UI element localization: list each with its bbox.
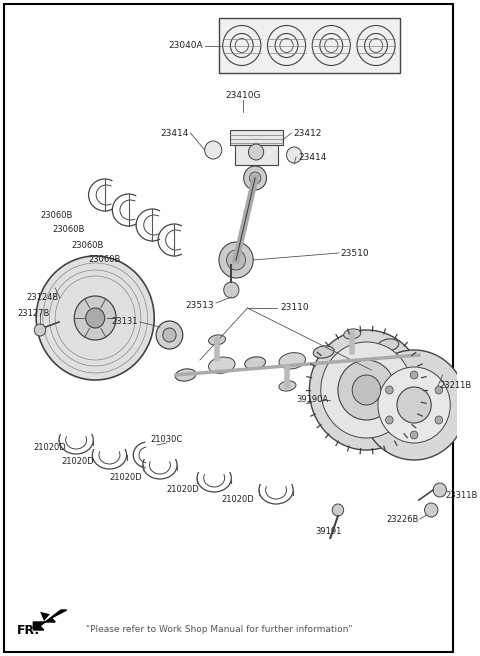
Circle shape [163, 328, 176, 342]
Text: 39191: 39191 [315, 527, 342, 537]
Circle shape [249, 144, 264, 160]
Circle shape [321, 342, 412, 438]
Polygon shape [33, 610, 67, 630]
Circle shape [74, 296, 116, 340]
Text: 23127B: 23127B [17, 308, 49, 318]
Text: 23410G: 23410G [225, 91, 261, 100]
Circle shape [332, 504, 344, 516]
Circle shape [410, 371, 418, 379]
Circle shape [219, 242, 253, 278]
Bar [235, 145, 278, 165]
Text: 23412: 23412 [293, 129, 322, 138]
Circle shape [227, 250, 246, 270]
Text: 23131: 23131 [111, 318, 138, 327]
Circle shape [435, 386, 443, 394]
Circle shape [435, 416, 443, 424]
Text: "Please refer to Work Shop Manual for further information": "Please refer to Work Shop Manual for fu… [85, 626, 352, 634]
Circle shape [378, 367, 450, 443]
Text: 21020D: 21020D [33, 443, 66, 453]
Circle shape [352, 375, 381, 405]
Ellipse shape [175, 369, 196, 381]
Text: 23060B: 23060B [72, 241, 104, 249]
Text: 23060B: 23060B [52, 226, 85, 234]
Ellipse shape [344, 351, 370, 367]
Circle shape [310, 330, 424, 450]
Circle shape [397, 387, 431, 423]
Ellipse shape [378, 339, 399, 351]
Circle shape [224, 282, 239, 298]
Text: 23226B: 23226B [386, 516, 419, 525]
Circle shape [424, 503, 438, 517]
Text: 23060B: 23060B [88, 255, 121, 264]
Ellipse shape [245, 357, 265, 369]
Text: 23311B: 23311B [445, 491, 478, 499]
Ellipse shape [208, 335, 226, 345]
Bar [230, 130, 283, 145]
Ellipse shape [208, 357, 235, 373]
Circle shape [338, 360, 395, 420]
Circle shape [204, 141, 222, 159]
Text: 23414: 23414 [160, 129, 189, 138]
Bar [219, 18, 400, 73]
Ellipse shape [279, 353, 305, 369]
Text: 39190A: 39190A [296, 396, 328, 405]
Ellipse shape [344, 329, 361, 339]
Text: 21030C: 21030C [150, 436, 183, 445]
Text: 23060B: 23060B [40, 211, 72, 220]
Ellipse shape [279, 381, 296, 391]
Text: 23040A: 23040A [168, 41, 203, 51]
Circle shape [156, 321, 183, 349]
Text: FR.: FR. [17, 623, 40, 636]
Text: 23510: 23510 [341, 249, 370, 258]
Circle shape [433, 483, 446, 497]
Text: 23414: 23414 [298, 154, 326, 163]
Ellipse shape [313, 346, 334, 358]
Text: 23513: 23513 [186, 300, 214, 310]
Circle shape [362, 350, 467, 460]
Circle shape [244, 166, 266, 190]
Text: 21020D: 21020D [109, 474, 142, 483]
Circle shape [36, 256, 154, 380]
Circle shape [250, 172, 261, 184]
Text: 23124B: 23124B [27, 293, 59, 302]
Text: 21020D: 21020D [222, 495, 254, 504]
Text: 23211B: 23211B [440, 380, 472, 390]
Text: 21020D: 21020D [62, 457, 95, 466]
Circle shape [385, 416, 393, 424]
Circle shape [287, 147, 302, 163]
Circle shape [34, 324, 46, 336]
Text: 21020D: 21020D [167, 485, 199, 495]
Circle shape [385, 386, 393, 394]
Circle shape [85, 308, 105, 328]
Text: 23110: 23110 [281, 304, 310, 312]
Circle shape [410, 431, 418, 439]
